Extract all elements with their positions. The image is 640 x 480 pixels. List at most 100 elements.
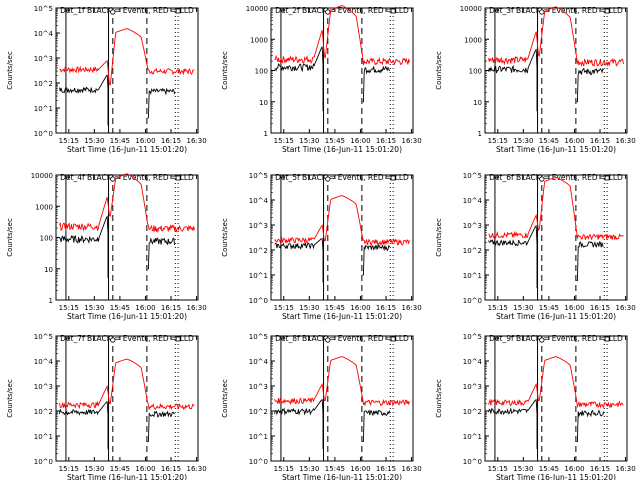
y-axis-label: Counts/sec xyxy=(6,379,14,418)
marker-square xyxy=(175,175,181,181)
x-tick-label: 15:30 xyxy=(513,304,533,312)
series-lld-line xyxy=(488,356,624,409)
x-tick-label: 16:00 xyxy=(135,304,155,312)
x-tick-label: 16:30 xyxy=(186,137,206,145)
series-lld-line xyxy=(59,358,195,411)
panel-title: Det_8f BLACK = Events, RED = LLD xyxy=(275,334,409,343)
y-tick-label: 10 xyxy=(259,99,268,107)
plot-frame xyxy=(484,335,628,462)
y-tick-label: 10^0 xyxy=(463,458,482,466)
x-tick-label: 15:45 xyxy=(325,137,345,145)
y-tick-label: 10^2 xyxy=(249,247,268,255)
panel-8: Det_8f BLACK = Events, RED = LLD 10^5 10^4… xyxy=(221,333,422,480)
x-tick-label: 16:15 xyxy=(590,465,610,473)
marker-circle xyxy=(539,337,545,343)
series-events-line xyxy=(274,45,390,112)
x-tick-label: 16:00 xyxy=(135,137,155,145)
y-tick-label: 10^4 xyxy=(34,358,54,366)
y-axis-label: Counts/sec xyxy=(435,218,443,257)
x-tick-label: 15:30 xyxy=(299,137,319,145)
x-tick-label: 16:15 xyxy=(376,465,396,473)
series-lld-line xyxy=(59,173,195,234)
y-tick-label: 10^0 xyxy=(249,297,268,305)
x-tick-label: 16:30 xyxy=(615,304,635,312)
panel-title: Det_3f BLACK = Events, RED = LLD xyxy=(489,6,623,15)
y-axis-label: Counts/sec xyxy=(6,51,14,90)
x-tick-label: 16:30 xyxy=(615,465,635,473)
marker-circle xyxy=(325,337,331,343)
x-tick-label: 15:30 xyxy=(513,465,533,473)
panel-title: Det_7f BLACK = Events, RED = LLD xyxy=(60,334,194,343)
plot-frame xyxy=(270,335,414,462)
y-tick-label: 1 xyxy=(49,297,53,305)
marker-circle xyxy=(110,337,116,343)
marker-circle xyxy=(539,9,545,15)
y-tick-label: 10^1 xyxy=(249,433,268,441)
marker-circle xyxy=(325,176,331,182)
y-tick-label: 10^4 xyxy=(249,358,269,366)
y-tick-label: 10^4 xyxy=(463,358,483,366)
plot-frame xyxy=(55,174,199,301)
series-events-line xyxy=(59,401,175,450)
x-axis-label: Start Time (16-Jun-11 15:01:20) xyxy=(496,473,616,480)
x-tick-label: 16:00 xyxy=(564,304,584,312)
x-axis-label: Start Time (16-Jun-11 15:01:20) xyxy=(496,312,616,321)
x-axis-label: Start Time (16-Jun-11 15:01:20) xyxy=(67,145,187,154)
marker-square xyxy=(604,8,610,14)
y-tick-label: 100 xyxy=(40,235,53,243)
x-tick-label: 16:15 xyxy=(161,465,181,473)
x-tick-label: 15:45 xyxy=(110,137,130,145)
y-tick-label: 10^5 xyxy=(463,172,482,180)
y-tick-label: 10^4 xyxy=(34,30,54,38)
x-tick-label: 15:45 xyxy=(110,465,130,473)
y-tick-label: 10^3 xyxy=(34,383,53,391)
x-tick-label: 16:30 xyxy=(186,304,206,312)
y-tick-label: 10^2 xyxy=(34,408,53,416)
y-tick-label: 10^4 xyxy=(249,197,269,205)
y-tick-label: 10 xyxy=(473,99,482,107)
y-tick-label: 10^1 xyxy=(34,433,53,441)
marker-square xyxy=(604,175,610,181)
plot-frame xyxy=(55,335,199,462)
x-tick-label: 16:15 xyxy=(590,304,610,312)
plot-frame xyxy=(55,7,199,134)
y-tick-label: 100 xyxy=(255,68,268,76)
y-tick-label: 10^0 xyxy=(249,458,268,466)
y-tick-label: 10^4 xyxy=(463,197,483,205)
series-lld-line xyxy=(274,195,410,247)
x-tick-label: 15:15 xyxy=(59,465,79,473)
panel-6: Det_6f BLACK = Events, RED = LLD10^510^4… xyxy=(435,172,636,321)
x-tick-label: 15:45 xyxy=(539,304,559,312)
y-tick-label: 10^3 xyxy=(463,383,482,391)
y-axis-label: Counts/sec xyxy=(435,51,443,90)
panel-5: Det_5f BLACK = Events, RED = LLD 10^5 10^4… xyxy=(221,172,422,321)
y-axis-label: Counts/sec xyxy=(221,51,229,90)
y-tick-label: 1000 xyxy=(250,36,268,44)
x-tick-label: 15:45 xyxy=(539,137,559,145)
x-axis-label: Start Time (16-Jun-11 15:01:20) xyxy=(67,473,187,480)
y-tick-label: 100 xyxy=(469,68,482,76)
x-axis-label: Start Time (16-Jun-11 15:01:20) xyxy=(282,473,402,480)
x-tick-label: 15:45 xyxy=(110,304,130,312)
x-tick-label: 16:30 xyxy=(615,137,635,145)
x-tick-label: 15:30 xyxy=(299,465,319,473)
y-tick-label: 10^1 xyxy=(463,433,482,441)
x-tick-label: 16:00 xyxy=(564,465,584,473)
x-tick-label: 16:15 xyxy=(161,137,181,145)
y-tick-label: 10^3 xyxy=(249,383,268,391)
panel-2: Det_2f BLACK = Events, RED = LLD 10000 100… xyxy=(221,5,422,154)
y-tick-label: 10^3 xyxy=(463,222,482,230)
panel-4: Det_4f BLACK = Events, RED = LLD 10000 100… xyxy=(6,172,207,321)
series-events-line xyxy=(488,225,604,289)
y-tick-label: 1 xyxy=(478,130,482,138)
y-tick-label: 10^0 xyxy=(34,130,53,138)
x-tick-label: 16:15 xyxy=(590,137,610,145)
marker-square xyxy=(175,336,181,342)
y-tick-label: 10^2 xyxy=(249,408,268,416)
series-lld-line xyxy=(488,176,624,241)
y-tick-label: 10^5 xyxy=(249,172,268,180)
y-axis-label: Counts/sec xyxy=(435,379,443,418)
x-tick-label: 16:15 xyxy=(376,304,396,312)
marker-circle xyxy=(539,176,545,182)
marker-square xyxy=(604,336,610,342)
